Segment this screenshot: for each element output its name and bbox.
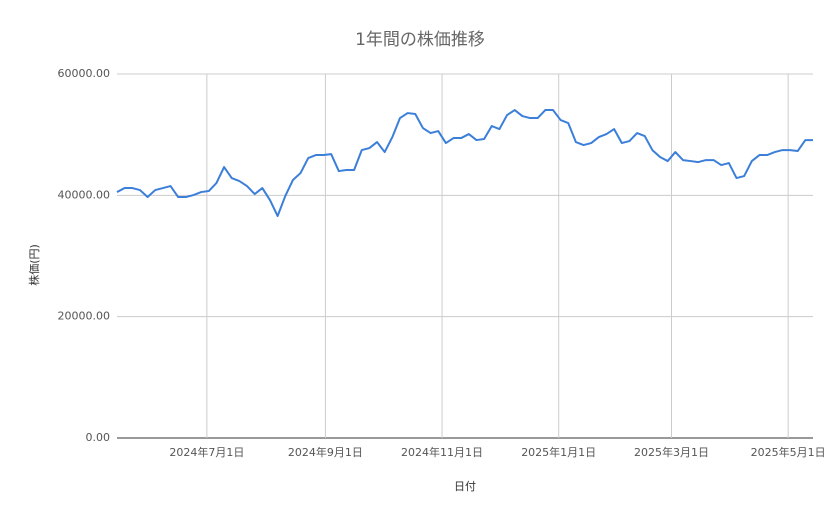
x-tick-label: 2025年5月1日: [751, 445, 826, 459]
y-tick-label: 40000.00: [58, 188, 111, 201]
y-axis-title: 株価(円): [27, 244, 41, 286]
price-line: [116, 109, 813, 218]
x-tick-label: 2025年3月1日: [634, 445, 709, 459]
x-tick-label: 2025年1月1日: [521, 445, 596, 459]
y-tick-label: 60000.00: [58, 67, 111, 80]
x-axis-title: 日付: [454, 480, 476, 493]
chart-title: 1年間の株価推移: [355, 30, 485, 50]
x-tick-label: 2024年7月1日: [169, 445, 244, 459]
x-tick-label: 2024年9月1日: [288, 445, 363, 459]
x-tick-label: 2024年11月1日: [401, 445, 483, 459]
y-tick-label: 0.00: [86, 431, 111, 444]
y-tick-label: 20000.00: [58, 310, 111, 323]
